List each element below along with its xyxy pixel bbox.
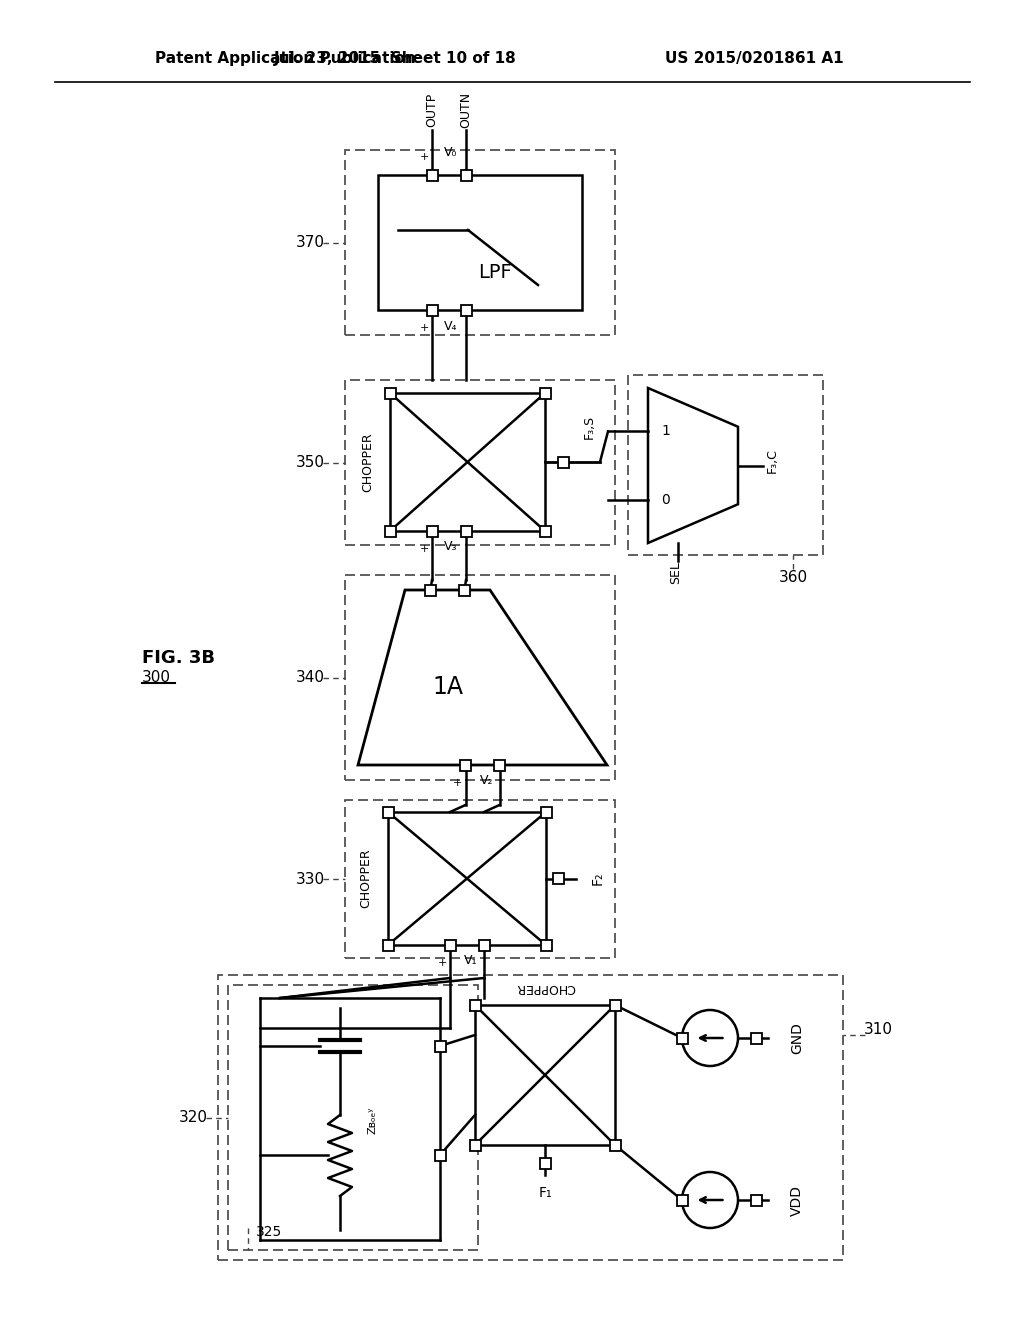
Bar	[228, 985, 478, 1250]
Text: OUTN: OUTN	[460, 92, 472, 128]
Text: 360: 360	[779, 569, 808, 585]
Text: +: +	[419, 323, 429, 333]
Bar	[378, 176, 582, 310]
Bar	[427, 169, 437, 181]
Text: V₃: V₃	[444, 540, 458, 553]
Bar	[345, 380, 615, 545]
Bar	[345, 800, 615, 958]
Bar	[383, 940, 393, 950]
Bar	[218, 975, 843, 1261]
Bar	[390, 393, 545, 531]
Text: V₀: V₀	[444, 147, 458, 160]
Text: 370: 370	[296, 235, 325, 249]
Bar	[628, 375, 823, 554]
Bar	[478, 940, 489, 950]
Text: +: +	[419, 152, 429, 162]
Text: 1A: 1A	[432, 676, 463, 700]
Text: 325: 325	[256, 1225, 283, 1239]
Text: SEL: SEL	[670, 561, 683, 585]
Text: CHOPPER: CHOPPER	[359, 849, 373, 908]
Bar	[609, 999, 621, 1011]
Bar	[677, 1195, 687, 1205]
Bar	[540, 1158, 551, 1168]
Text: F₃,S: F₃,S	[583, 416, 596, 440]
Circle shape	[682, 1172, 738, 1228]
Bar	[427, 525, 437, 536]
Bar	[677, 1032, 687, 1044]
Text: Patent Application Publication: Patent Application Publication	[155, 50, 416, 66]
Bar	[345, 150, 615, 335]
Text: V₄: V₄	[444, 319, 458, 333]
Text: +: +	[419, 544, 429, 554]
Text: F₃,C: F₃,C	[766, 447, 779, 473]
Text: VDD: VDD	[790, 1184, 804, 1216]
Bar	[553, 873, 563, 884]
Bar	[459, 585, 470, 595]
Bar	[469, 1139, 480, 1151]
Bar	[383, 807, 393, 817]
Bar	[541, 940, 552, 950]
Bar	[388, 812, 546, 945]
Bar	[557, 457, 568, 467]
Text: Zʙₒₑʸ: Zʙₒₑʸ	[368, 1106, 378, 1134]
Text: 300: 300	[142, 671, 171, 685]
Text: V₂: V₂	[480, 775, 494, 788]
Bar	[469, 999, 480, 1011]
Text: +: +	[453, 777, 462, 788]
Polygon shape	[648, 388, 738, 543]
Text: OUTP: OUTP	[426, 92, 438, 127]
Text: 0: 0	[662, 492, 671, 507]
Bar	[460, 759, 471, 771]
Bar	[434, 1040, 445, 1052]
Bar	[345, 576, 615, 780]
Bar	[475, 1005, 615, 1144]
Text: CHOPPER: CHOPPER	[515, 981, 574, 994]
Bar	[540, 525, 551, 536]
Bar	[434, 1150, 445, 1160]
Bar	[384, 525, 395, 536]
Text: 320: 320	[178, 1110, 208, 1125]
Text: 330: 330	[296, 871, 325, 887]
Polygon shape	[358, 590, 607, 766]
Text: FIG. 3B: FIG. 3B	[142, 649, 215, 667]
Text: 1: 1	[662, 425, 671, 438]
Bar	[751, 1195, 762, 1205]
Circle shape	[682, 1010, 738, 1067]
Text: F₁: F₁	[539, 1185, 552, 1200]
Bar	[444, 940, 456, 950]
Text: 350: 350	[296, 455, 325, 470]
Bar	[540, 388, 551, 399]
Bar	[461, 525, 471, 536]
Text: Jul. 23, 2015  Sheet 10 of 18: Jul. 23, 2015 Sheet 10 of 18	[273, 50, 516, 66]
Text: GND: GND	[790, 1022, 804, 1053]
Bar	[751, 1032, 762, 1044]
Text: CHOPPER: CHOPPER	[361, 432, 375, 492]
Bar	[609, 1139, 621, 1151]
Text: US 2015/0201861 A1: US 2015/0201861 A1	[665, 50, 844, 66]
Text: 310: 310	[863, 1023, 893, 1038]
Text: V₁: V₁	[464, 954, 478, 968]
Text: +: +	[437, 958, 446, 968]
Text: F₂: F₂	[591, 871, 605, 886]
Bar	[461, 305, 471, 315]
Text: 340: 340	[296, 671, 325, 685]
Bar	[461, 169, 471, 181]
Bar	[494, 759, 505, 771]
Text: LPF: LPF	[478, 263, 512, 281]
Bar	[384, 388, 395, 399]
Bar	[541, 807, 552, 817]
Bar	[425, 585, 436, 595]
Bar	[427, 305, 437, 315]
